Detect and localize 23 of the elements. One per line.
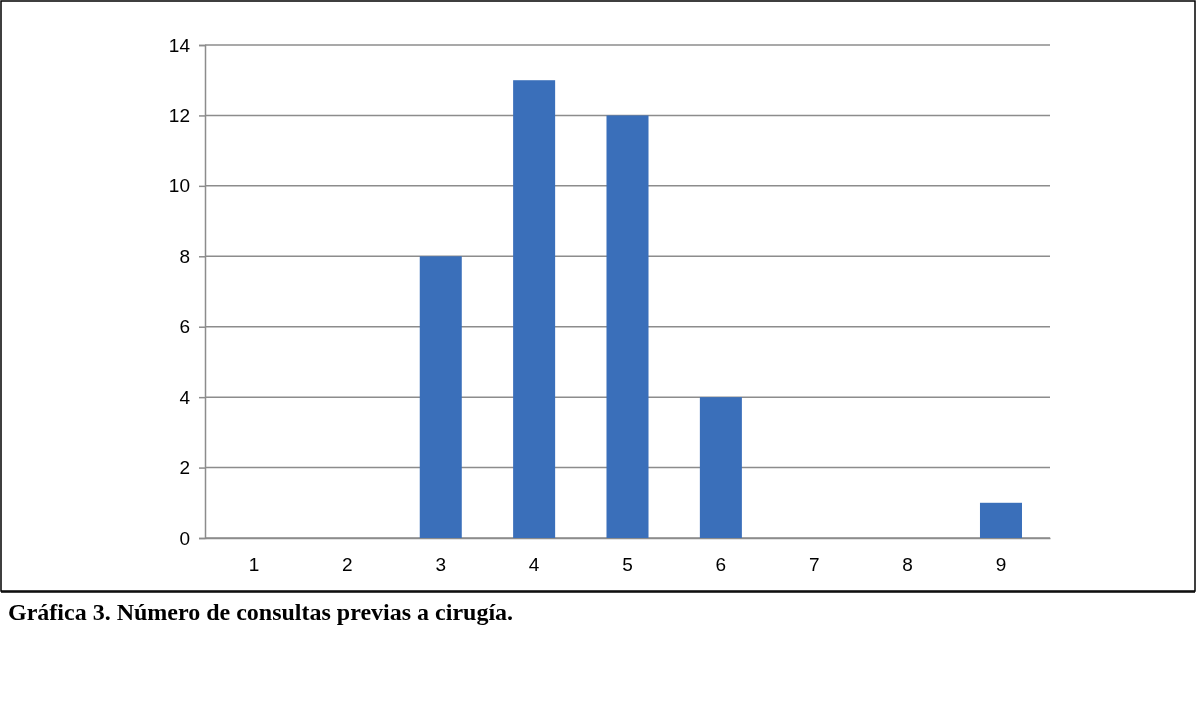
y-tick-label: 8 xyxy=(179,245,190,267)
text: Gráfica 3. Número de consultas previas a cirugía. xyxy=(8,599,514,625)
bar xyxy=(699,397,742,538)
x-tick-label: 6 xyxy=(715,554,727,576)
y-tick-label: 4 xyxy=(179,386,191,408)
bar xyxy=(979,502,1022,538)
bar xyxy=(606,115,649,538)
x-tick-label: 9 xyxy=(995,554,1007,576)
y-tick-label: 10 xyxy=(168,175,190,197)
y-tick-label: 6 xyxy=(179,316,190,338)
x-tick-label: 8 xyxy=(902,554,913,576)
bar xyxy=(419,256,462,538)
y-tick-label: 14 xyxy=(168,34,191,56)
bar xyxy=(513,80,556,538)
x-tick-label: 2 xyxy=(342,554,353,576)
y-tick-label: 12 xyxy=(168,105,190,127)
x-tick-label: 3 xyxy=(435,554,447,576)
y-tick-label: 2 xyxy=(179,457,190,479)
x-tick-label: 5 xyxy=(622,554,633,576)
x-tick-label: 1 xyxy=(248,554,260,576)
x-tick-label: 7 xyxy=(808,554,820,576)
y-tick-label: 0 xyxy=(179,527,190,549)
x-tick-label: 4 xyxy=(528,554,540,576)
